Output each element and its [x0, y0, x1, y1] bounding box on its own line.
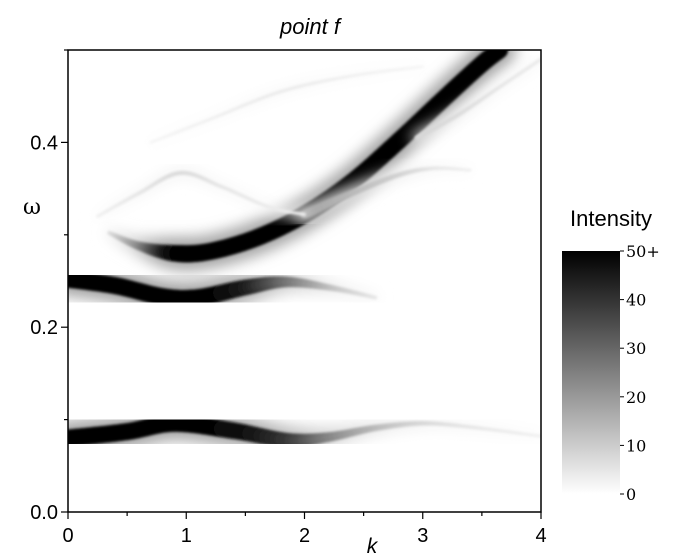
heatmap-band-5 — [93, 167, 309, 221]
x-tick-label: 4 — [535, 525, 546, 547]
colorbar-tick-label: 40 — [626, 291, 646, 310]
y-tick-label: 0.0 — [30, 502, 58, 524]
x-axis: 0 1 2 3 4 — [62, 512, 547, 547]
heatmap-band-6 — [147, 63, 427, 146]
heatmap-band-0 — [68, 406, 541, 455]
chart-title: point f — [279, 14, 343, 39]
colorbar-tick-label: 10 — [626, 436, 646, 455]
heatmap-band-3 — [296, 163, 474, 223]
colorbar-tick-label: 30 — [626, 339, 646, 358]
y-axis: 0.0 0.2 0.4 — [30, 49, 68, 524]
x-tick-label: 1 — [181, 525, 192, 547]
colorbar-title: Intensity — [570, 206, 652, 231]
x-axis-label: k — [367, 535, 379, 556]
band-segment — [382, 68, 394, 73]
colorbar-ticks: 0 10 20 30 40 50+ — [620, 242, 660, 504]
band-segment — [417, 65, 425, 69]
x-tick-label: 0 — [62, 525, 73, 547]
x-tick-label: 3 — [417, 525, 428, 547]
band-segment — [373, 69, 385, 74]
band-segment — [371, 295, 378, 300]
band-core — [300, 166, 472, 219]
x-tick-label: 2 — [299, 525, 310, 547]
y-tick-label: 0.4 — [30, 132, 58, 154]
colorbar-tick-label: 20 — [626, 388, 646, 407]
band-core — [68, 414, 541, 448]
colorbar — [562, 251, 620, 494]
y-axis-label: ω — [23, 195, 41, 220]
colorbar-tick-label: 50+ — [626, 242, 660, 261]
y-tick-label: 0.2 — [30, 317, 58, 339]
heatmap-band-2 — [104, 50, 517, 271]
colorbar-tick-label: 0 — [626, 485, 636, 504]
band-core — [96, 170, 306, 218]
band-core — [149, 65, 425, 144]
